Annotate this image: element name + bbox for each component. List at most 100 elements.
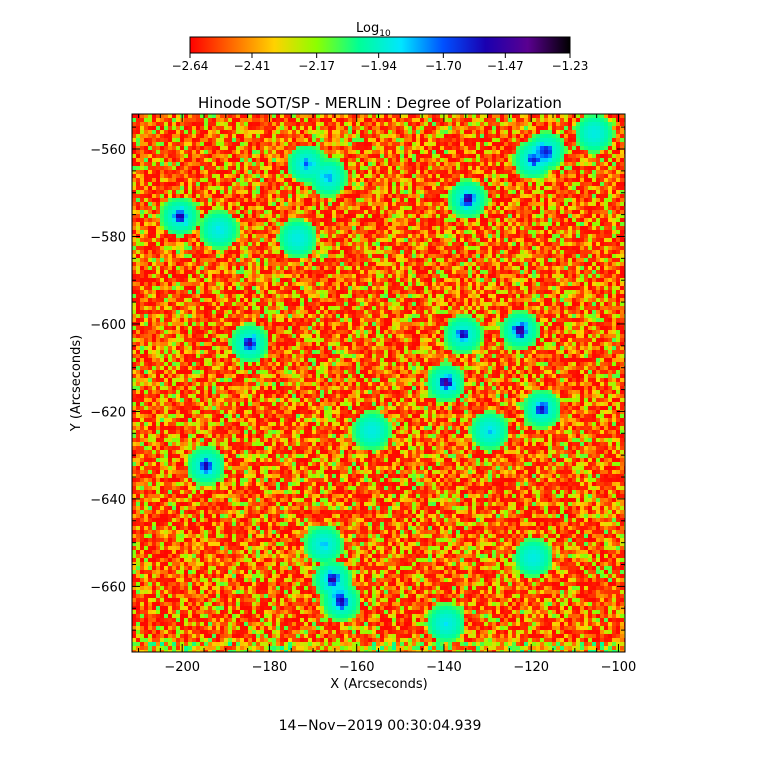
heatmap-cell xyxy=(248,138,252,142)
heatmap-cell xyxy=(328,266,332,270)
heatmap-cell xyxy=(160,190,164,194)
heatmap-cell xyxy=(440,130,444,134)
heatmap-cell xyxy=(428,234,432,238)
heatmap-cell xyxy=(368,238,372,242)
heatmap-cell xyxy=(216,114,220,118)
heatmap-cell xyxy=(376,170,380,174)
heatmap-cell xyxy=(444,194,448,198)
heatmap-cell xyxy=(400,210,404,214)
heatmap-cell xyxy=(300,146,304,150)
heatmap-cell xyxy=(264,206,268,210)
heatmap-cell xyxy=(560,206,564,210)
heatmap-cell xyxy=(300,258,304,262)
heatmap-cell xyxy=(324,226,328,230)
heatmap-cell xyxy=(172,238,176,242)
heatmap-cell xyxy=(348,122,352,126)
heatmap-cell xyxy=(596,170,600,174)
heatmap-cell xyxy=(384,202,388,206)
heatmap-cell xyxy=(532,114,536,118)
heatmap-cell xyxy=(252,178,256,182)
heatmap-cell xyxy=(324,138,328,142)
heatmap-cell xyxy=(256,162,260,166)
heatmap-cell xyxy=(408,250,412,254)
heatmap-cell xyxy=(332,270,336,274)
heatmap-cell xyxy=(476,142,480,146)
heatmap-cell xyxy=(552,250,556,254)
heatmap-cell xyxy=(552,190,556,194)
heatmap-cell xyxy=(416,218,420,222)
heatmap-cell xyxy=(148,230,152,234)
heatmap-cell xyxy=(288,158,292,162)
heatmap-cell xyxy=(136,166,140,170)
heatmap-cell xyxy=(256,250,260,254)
heatmap-cell xyxy=(572,218,576,222)
heatmap-cell xyxy=(556,154,560,158)
heatmap-cell xyxy=(392,174,396,178)
heatmap-cell xyxy=(436,182,440,186)
heatmap-cell xyxy=(564,186,568,190)
heatmap-cell xyxy=(492,178,496,182)
heatmap-cell xyxy=(504,150,508,154)
heatmap-cell xyxy=(268,170,272,174)
heatmap-cell xyxy=(572,206,576,210)
heatmap-cell xyxy=(448,234,452,238)
heatmap-cell xyxy=(540,130,544,134)
heatmap-cell xyxy=(392,226,396,230)
heatmap-cell xyxy=(396,234,400,238)
heatmap-cell xyxy=(476,174,480,178)
heatmap-cell xyxy=(548,262,552,266)
heatmap-cell xyxy=(176,246,180,250)
heatmap-cell xyxy=(248,142,252,146)
heatmap-cell xyxy=(156,170,160,174)
heatmap-cell xyxy=(284,258,288,262)
heatmap-cell xyxy=(256,262,260,266)
heatmap-cell xyxy=(248,270,252,274)
colorbar-label: Log10 xyxy=(356,21,391,39)
heatmap-cell xyxy=(620,182,624,186)
heatmap-cell xyxy=(532,166,536,170)
heatmap-cell xyxy=(320,262,324,266)
heatmap-cell xyxy=(188,214,192,218)
heatmap-cell xyxy=(600,114,604,118)
heatmap-cell xyxy=(524,262,528,266)
heatmap-cell xyxy=(248,190,252,194)
heatmap-cell xyxy=(384,242,388,246)
heatmap-cell xyxy=(556,210,560,214)
heatmap-cell xyxy=(164,254,168,258)
heatmap-cell xyxy=(552,186,556,190)
heatmap-cell xyxy=(612,190,616,194)
heatmap-cell xyxy=(356,238,360,242)
heatmap-cell xyxy=(332,118,336,122)
heatmap-cell xyxy=(532,170,536,174)
heatmap-cell xyxy=(600,166,604,170)
heatmap-cell xyxy=(352,158,356,162)
heatmap-cell xyxy=(436,254,440,258)
heatmap-cell xyxy=(572,222,576,226)
heatmap-cell xyxy=(296,194,300,198)
heatmap-cell xyxy=(376,206,380,210)
heatmap-cell xyxy=(520,182,524,186)
heatmap-cell xyxy=(136,258,140,262)
heatmap-cell xyxy=(484,178,488,182)
heatmap-cell xyxy=(568,230,572,234)
heatmap-cell xyxy=(264,238,268,242)
heatmap-cell xyxy=(344,218,348,222)
heatmap-cell xyxy=(228,158,232,162)
heatmap-cell xyxy=(304,218,308,222)
heatmap-cell xyxy=(160,254,164,258)
heatmap-cell xyxy=(248,250,252,254)
heatmap-cell xyxy=(368,206,372,210)
heatmap-cell xyxy=(188,138,192,142)
heatmap-cell xyxy=(404,270,408,274)
heatmap-cell xyxy=(444,214,448,218)
heatmap-cell xyxy=(560,214,564,218)
heatmap-cell xyxy=(188,242,192,246)
heatmap-cell xyxy=(152,194,156,198)
heatmap-cell xyxy=(512,194,516,198)
heatmap-cell xyxy=(148,246,152,250)
heatmap-cell xyxy=(460,118,464,122)
heatmap-cell xyxy=(284,266,288,270)
heatmap-cell xyxy=(460,214,464,218)
heatmap-cell xyxy=(280,250,284,254)
heatmap-cell xyxy=(192,174,196,178)
